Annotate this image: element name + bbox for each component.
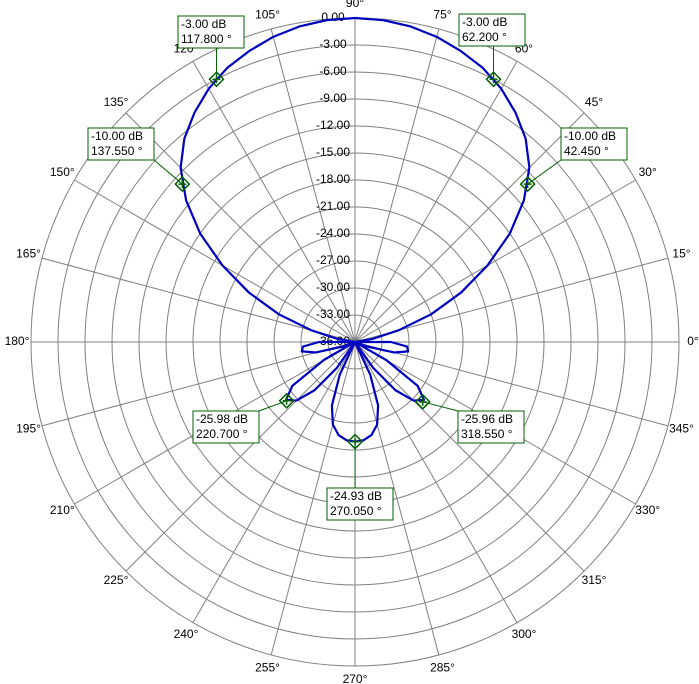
marker-diamond (208, 71, 225, 88)
marker-box (177, 15, 245, 49)
grid-spoke (354, 257, 669, 343)
r-tick-label: -33.00 (316, 307, 350, 321)
angle-label: 180° (5, 334, 30, 348)
angle-label: 90° (346, 0, 364, 10)
marker (414, 393, 431, 410)
marker-angle-label: 137.550 ° (91, 144, 143, 158)
marker-box (457, 410, 525, 444)
marker-leader (527, 159, 562, 185)
marker-box (87, 127, 155, 161)
marker-value-label: -10.00 dB (91, 129, 143, 143)
marker-leader (153, 159, 183, 185)
marker (485, 71, 502, 88)
angle-label: 150° (50, 165, 75, 179)
angle-label: 135° (104, 95, 129, 109)
angle-label: 270° (343, 672, 368, 684)
marker-box (560, 127, 628, 161)
grid-spoke (270, 341, 356, 656)
angle-label: 0° (687, 334, 699, 348)
marker-value-label: -10.00 dB (564, 129, 616, 143)
marker-value-label: -24.93 dB (330, 489, 382, 503)
angle-label: 225° (104, 573, 129, 587)
grid-spoke (192, 341, 356, 623)
grid-spoke (192, 61, 356, 343)
grid-spoke (354, 112, 585, 343)
angle-label: 75° (433, 8, 451, 22)
angle-label: 330° (635, 503, 660, 517)
angle-label: 255° (255, 661, 280, 675)
marker-leader (258, 400, 287, 412)
angle-label: 105° (255, 8, 280, 22)
angle-label: 195° (16, 422, 41, 436)
grid-spoke (74, 179, 356, 343)
marker-angle-label: 220.700 ° (196, 427, 248, 441)
r-tick-label: -24.00 (316, 226, 350, 240)
marker-value-label: -3.00 dB (462, 15, 507, 29)
marker-box (192, 410, 260, 444)
angle-label: 165° (16, 247, 41, 261)
marker-angle-label: 117.800 ° (181, 32, 232, 46)
r-tick-label: -9.00 (319, 91, 347, 105)
angle-label: 210° (50, 503, 75, 517)
marker-angle-label: 42.450 ° (564, 144, 609, 158)
grid-spoke (354, 341, 669, 427)
marker-value-label: -25.98 dB (196, 412, 248, 426)
grid-spoke (41, 341, 356, 427)
grid-spoke (354, 179, 636, 343)
r-tick-label: -18.00 (316, 172, 350, 186)
grid-spoke (125, 112, 356, 343)
r-tick-label: -21.00 (316, 199, 350, 213)
marker (174, 176, 191, 193)
angle-label: 315° (582, 573, 607, 587)
marker-diamond (414, 393, 431, 410)
angle-label: 45° (585, 95, 603, 109)
marker-diamond (278, 392, 295, 409)
pattern-curve (179, 16, 531, 443)
r-tick-label: -27.00 (316, 253, 350, 267)
r-tick-label: 0.00 (321, 10, 345, 24)
angle-label: 240° (174, 627, 199, 641)
marker (347, 433, 364, 450)
marker-diamond (519, 176, 536, 193)
r-tick-label: -3.00 (319, 37, 347, 51)
grid-spoke (125, 341, 356, 572)
grid-spoke (354, 341, 585, 572)
marker (278, 392, 295, 409)
marker-angle-label: 62.200 ° (462, 30, 507, 44)
marker-diamond (485, 71, 502, 88)
marker (519, 176, 536, 193)
grid-spoke (354, 28, 440, 343)
marker-angle-label: 318.550 ° (461, 427, 513, 441)
marker-diamond (347, 433, 364, 450)
grid-spoke (354, 341, 518, 623)
angle-label: 285° (430, 661, 455, 675)
angle-label: 15° (672, 247, 690, 261)
r-tick-label: -15.00 (316, 145, 350, 159)
r-tick-label: -30.00 (316, 280, 350, 294)
grid-spoke (41, 257, 356, 343)
angle-label: 30° (639, 165, 657, 179)
angle-label: 345° (669, 422, 694, 436)
marker (208, 71, 225, 88)
marker-value-label: -3.00 dB (181, 17, 226, 31)
r-tick-label: -12.00 (316, 118, 350, 132)
grid-spoke (354, 341, 440, 656)
marker-value-label: -25.96 dB (461, 412, 513, 426)
angle-label: 300° (512, 627, 537, 641)
r-tick-label: -6.00 (319, 64, 347, 78)
marker-angle-label: 270.050 ° (330, 504, 382, 518)
marker-box (326, 487, 394, 521)
grid-spoke (270, 28, 356, 343)
marker-diamond (174, 176, 191, 193)
marker-box (458, 13, 526, 47)
grid-spoke (354, 61, 518, 343)
